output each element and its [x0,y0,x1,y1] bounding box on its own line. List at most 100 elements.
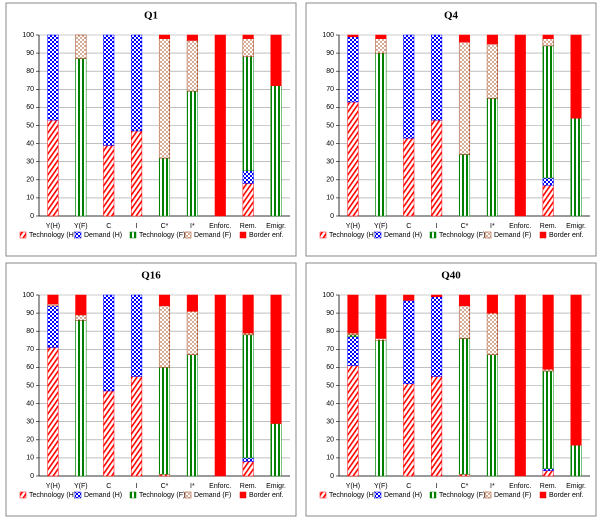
bar-segment [47,347,59,477]
bar-segment [103,294,115,392]
bar-segment [158,367,171,475]
bar-segment [486,34,498,45]
panel-frame [5,2,297,257]
bar-segment [131,376,143,477]
bar-segment [431,294,443,298]
y-tick-label: 80 [326,68,334,75]
legend-label: Technology (F) [139,232,185,239]
bar-segment [347,294,359,334]
legend-swatch [184,491,192,499]
chart-title: Q4 [444,10,459,22]
panel-frame [305,262,597,517]
legend-swatch [484,491,492,499]
bar-segment [242,170,254,184]
legend-swatch [374,231,382,239]
bar-segment [75,320,87,477]
legend-swatch [484,231,492,239]
chart-title: Q1 [144,10,158,22]
y-tick-label: 10 [26,455,34,462]
bar-segment [75,314,87,321]
bar-segment [375,34,387,39]
bar-segment [131,34,143,132]
bar-segment [542,368,554,372]
bar-segment [375,294,387,339]
bar-segment [347,36,359,103]
x-tick-label: Y(H) [46,483,60,490]
bar-segment [75,34,87,59]
bar-segment [347,336,359,366]
x-tick-label: Y(F) [74,483,88,490]
bar-segment [458,294,471,307]
x-tick-label: I* [490,223,495,230]
bar-segment [131,130,143,217]
legend-label: Demand (F) [194,232,231,239]
y-tick-label: 90 [326,310,334,317]
y-tick-label: 100 [322,292,334,299]
y-tick-label: 20 [26,437,34,444]
x-tick-label: Enforc. [509,223,531,230]
y-tick-label: 90 [326,50,334,57]
bar-segment [542,294,554,370]
bar-segment [403,300,415,384]
bar-segment [542,470,554,477]
y-tick-label: 20 [326,437,334,444]
y-tick-label: 30 [26,419,34,426]
bar-segment [242,183,254,217]
bar-segment [186,40,198,92]
bar-segment [347,34,359,38]
legend-label: Technology (F) [139,492,185,499]
panel-frame [5,262,297,517]
y-tick-label: 60 [326,364,334,371]
bar-segment [242,56,254,171]
x-tick-label: Y(H) [46,223,60,230]
bar-segment [458,338,471,475]
legend-label: Demand (F) [494,232,531,239]
legend-swatch [239,491,247,499]
x-tick-label: I* [490,483,495,490]
bar-segment [486,294,498,314]
panel-frame [305,2,597,257]
y-tick-label: 60 [26,364,34,371]
bar-segment [186,354,198,477]
y-tick-label: 30 [26,159,34,166]
chart-panel: Q4 0 10 20 30 40 50 60 70 80 90 100 Y(H) Y(F) C I C* I* En… [305,2,597,257]
x-tick-label: Y(H) [346,223,360,230]
bar-segment [214,34,226,217]
bar-segment [431,376,443,477]
chart-title: Q16 [141,270,161,282]
x-tick-label: Enforc. [509,483,531,490]
chart-title: Q40 [441,270,461,282]
legend-label: Demand (H) [84,232,122,239]
bar-segment [542,34,554,39]
legend-label: Border enf. [549,492,584,499]
bar-segment [270,294,282,424]
bar-segment [375,340,387,477]
y-tick-label: 0 [30,473,34,480]
bar-segment [570,444,582,477]
bar-segment [47,34,59,121]
bar-segment [270,423,282,477]
bar-segment [486,354,498,477]
bar-segment [486,43,498,99]
bar-segment [403,34,415,139]
x-tick-label: Emigr. [266,483,286,490]
chart-panel: Q16 0 10 20 30 40 50 60 70 80 90 100 Y(H) Y(F) C I C* I* E… [5,262,297,517]
y-tick-label: 80 [26,68,34,75]
bar-segment [347,101,359,217]
x-tick-label: C [106,483,111,490]
y-tick-label: 60 [326,104,334,111]
legend-swatch [539,231,547,239]
legend-label: Demand (F) [494,492,531,499]
bar-segment [458,154,471,217]
x-tick-label: I [436,223,438,230]
bar-segment [403,383,415,477]
legend-label: Border enf. [249,232,284,239]
y-tick-label: 40 [326,400,334,407]
x-tick-label: Emigr. [566,223,586,230]
bar-segment [542,184,554,217]
bar-segment [458,473,471,477]
bar-segment [458,34,471,43]
bar-segment [186,294,198,312]
bar-segment [242,38,254,57]
bar-segment [431,34,443,121]
